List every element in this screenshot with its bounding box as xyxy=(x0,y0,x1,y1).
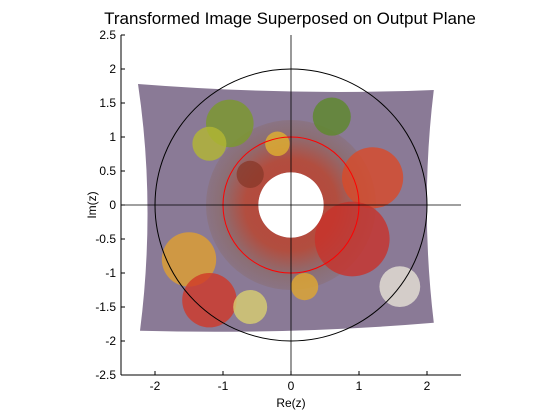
x-ticks: -2 -1 0 1 2 xyxy=(150,371,431,393)
chart-title: Transformed Image Superposed on Output P… xyxy=(104,9,476,28)
plot-marks xyxy=(121,35,461,375)
y-tick-label: -0.5 xyxy=(95,232,116,246)
x-axis-label: Re(z) xyxy=(276,396,305,410)
image-blob xyxy=(265,131,290,157)
image-blob xyxy=(314,201,390,277)
y-tick-label: -1.5 xyxy=(95,300,116,314)
plot-area xyxy=(121,35,461,375)
y-tick-label: 2 xyxy=(109,62,116,76)
image-blob xyxy=(233,290,268,324)
image-blob xyxy=(342,147,404,209)
image-blob xyxy=(182,273,237,328)
y-tick-label: -2 xyxy=(105,334,116,348)
y-tick-label: 2.5 xyxy=(99,28,116,42)
y-axis: 2.5 2 1.5 1 0.5 0 -0.5 -1 -1.5 -2 -2.5 xyxy=(95,28,125,382)
y-axis-label: Im(z) xyxy=(85,191,99,218)
y-tick-label: 1 xyxy=(109,130,116,144)
image-blob xyxy=(236,160,264,188)
transformed-image xyxy=(138,83,434,332)
image-blob xyxy=(192,126,227,161)
image-blob xyxy=(291,273,319,301)
x-tick-label: -2 xyxy=(150,379,161,393)
image-blob xyxy=(161,232,217,287)
y-tick-label: 1.5 xyxy=(99,96,116,110)
x-tick-label: -1 xyxy=(218,379,229,393)
x-tick-label: 0 xyxy=(288,379,295,393)
y-tick-label: 0.5 xyxy=(99,164,116,178)
y-tick-label: -2.5 xyxy=(95,368,116,382)
y-tick-label: -1 xyxy=(105,266,116,280)
y-ticks: 2.5 2 1.5 1 0.5 0 -0.5 -1 -1.5 -2 -2.5 xyxy=(95,28,125,382)
image-blob xyxy=(312,97,351,136)
x-tick-label: 2 xyxy=(424,379,431,393)
x-axis: -2 -1 0 1 2 xyxy=(121,371,461,393)
x-tick-label: 1 xyxy=(356,379,363,393)
y-tick-label: 0 xyxy=(109,198,116,212)
